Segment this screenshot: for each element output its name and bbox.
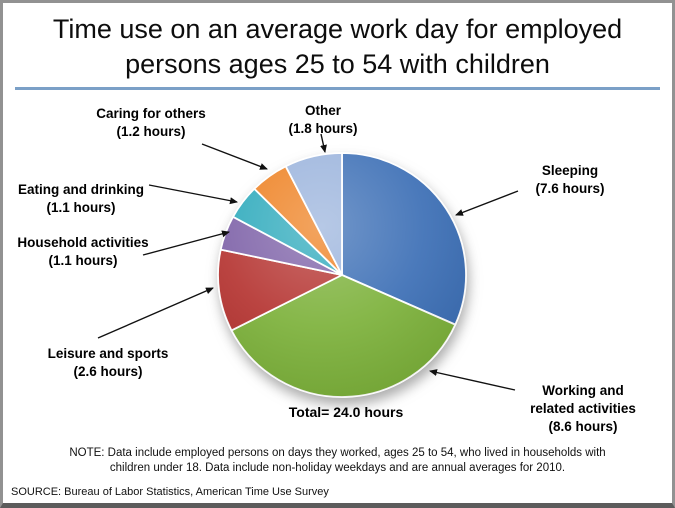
page-title: Time use on an average work day for empl… [3, 12, 672, 82]
note-text: NOTE: Data include employed persons on d… [69, 447, 606, 474]
arrow-leisure-and-sports [97, 287, 214, 339]
pie-chart: Caring for others (1.2 hours) Other (1.8… [3, 98, 672, 443]
callout-caring-for-others: Caring for others (1.2 hours) [96, 106, 206, 139]
arrow-eating-and-drinking [148, 184, 238, 205]
arrow-household-activities [142, 230, 230, 256]
total-label: Total= 24.0 hours [288, 404, 404, 420]
callout-sleeping: Sleeping (7.6 hours) [535, 163, 605, 196]
callout-eating-and-drinking: Eating and drinking (1.1 hours) [17, 182, 145, 215]
arrow-caring-for-others [201, 143, 268, 170]
title-divider [15, 87, 660, 90]
pie-chart-svg [97, 133, 519, 398]
arrow-sleeping [455, 190, 519, 216]
arrow-other [320, 133, 327, 153]
pie-sheen-overlay [218, 153, 466, 397]
callout-arrows-group [97, 133, 519, 391]
page-title-line1: Time use on an average work day for empl… [52, 14, 623, 44]
page-title-line2: persons ages 25 to 54 with children [125, 49, 550, 79]
callout-working: Working and related activities (8.6 hour… [530, 383, 636, 434]
arrow-working [429, 369, 516, 391]
source-text: SOURCE: Bureau of Labor Statistics, Amer… [11, 486, 329, 498]
callout-household-activities: Household activities (1.1 hours) [17, 235, 149, 268]
callout-leisure-and-sports: Leisure and sports (2.6 hours) [47, 346, 169, 379]
callout-other: Other (1.8 hours) [288, 103, 358, 136]
